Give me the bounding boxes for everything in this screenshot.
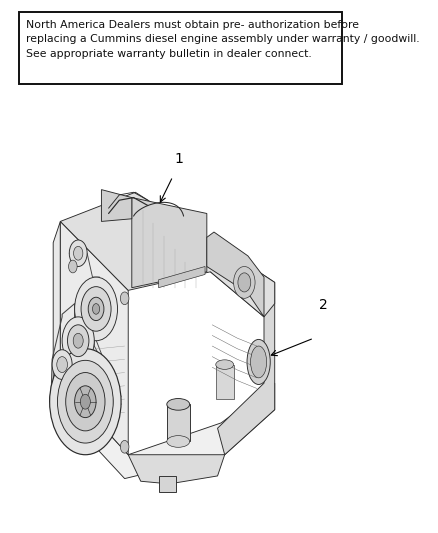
Polygon shape <box>159 266 205 288</box>
Polygon shape <box>128 455 225 484</box>
Circle shape <box>66 373 105 431</box>
Bar <box>167 405 190 441</box>
Circle shape <box>120 440 129 453</box>
Polygon shape <box>60 192 275 317</box>
Circle shape <box>92 304 99 314</box>
Ellipse shape <box>216 360 233 369</box>
Polygon shape <box>60 221 128 455</box>
Circle shape <box>80 394 90 409</box>
Circle shape <box>88 297 104 320</box>
Circle shape <box>76 369 120 434</box>
Text: 2: 2 <box>318 298 327 312</box>
Circle shape <box>81 287 111 331</box>
Text: North America Dealers must obtain pre- authorization before
replacing a Cummins : North America Dealers must obtain pre- a… <box>26 20 420 59</box>
Ellipse shape <box>167 399 190 410</box>
Polygon shape <box>102 190 132 221</box>
Circle shape <box>74 386 96 418</box>
Polygon shape <box>210 240 275 455</box>
Circle shape <box>233 266 255 298</box>
Polygon shape <box>53 221 60 402</box>
Circle shape <box>62 317 94 365</box>
Ellipse shape <box>251 346 267 378</box>
Text: 1: 1 <box>175 152 184 166</box>
Circle shape <box>57 360 113 443</box>
Circle shape <box>120 292 129 305</box>
Circle shape <box>52 350 72 379</box>
Circle shape <box>83 379 113 424</box>
Circle shape <box>73 333 83 348</box>
Polygon shape <box>53 381 275 479</box>
Ellipse shape <box>247 340 270 384</box>
Ellipse shape <box>167 435 190 447</box>
Circle shape <box>69 260 77 273</box>
Circle shape <box>67 325 89 357</box>
Circle shape <box>74 277 117 341</box>
Circle shape <box>238 273 251 292</box>
Circle shape <box>69 366 77 379</box>
Circle shape <box>74 246 83 260</box>
Circle shape <box>57 357 67 373</box>
Polygon shape <box>159 476 177 492</box>
Circle shape <box>49 349 121 455</box>
FancyBboxPatch shape <box>18 12 342 84</box>
Circle shape <box>69 240 87 266</box>
Polygon shape <box>207 232 264 317</box>
Polygon shape <box>132 198 207 288</box>
Bar <box>216 365 233 399</box>
